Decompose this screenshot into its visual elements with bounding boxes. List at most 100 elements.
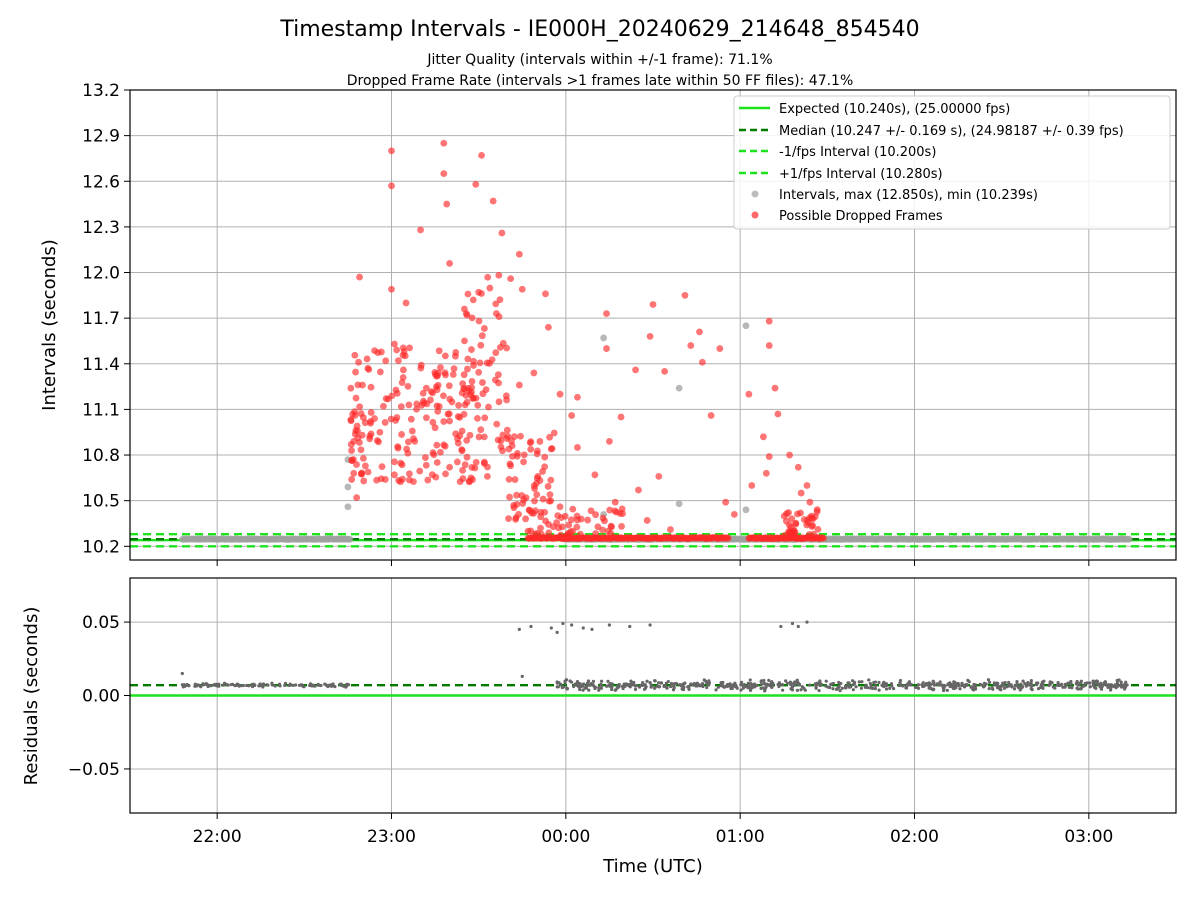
dropped-frame-point <box>367 383 375 391</box>
residual-point <box>795 678 799 682</box>
dropped-frame-point <box>475 288 483 296</box>
residual-point <box>247 684 251 688</box>
dropped-frame-point <box>433 459 441 466</box>
dropped-frame-point <box>724 534 732 542</box>
residual-point <box>759 686 763 691</box>
dropped-frame-point <box>808 514 816 522</box>
residual-point <box>637 685 642 689</box>
dropped-frame-point <box>358 470 366 478</box>
dropped-frame-point <box>399 351 407 359</box>
x-tick-label: 02:00 <box>890 827 939 847</box>
residual-point <box>938 680 942 684</box>
dropped-frame-point <box>467 388 475 396</box>
dropped-frame-point <box>536 438 544 445</box>
residual-point <box>683 681 687 685</box>
residual-point <box>973 685 977 689</box>
dropped-frame-point <box>469 476 476 484</box>
dropped-frame-point <box>429 449 437 457</box>
dropped-frame-point <box>434 407 442 415</box>
residual-point <box>199 685 203 689</box>
dropped-frame-point <box>496 296 504 304</box>
dropped-frame-point <box>574 393 581 401</box>
dropped-frame-point <box>545 323 552 331</box>
interval-point <box>675 500 683 508</box>
legend-box <box>733 95 1171 230</box>
interval-point <box>344 483 352 491</box>
dropped-frame-point <box>363 355 371 363</box>
intervals-y-tick-label: 11.1 <box>82 400 120 420</box>
dropped-frame-point <box>463 453 471 461</box>
interval-point <box>600 334 608 342</box>
residual-point <box>805 620 809 624</box>
residual-point <box>749 682 753 686</box>
dropped-frame-point <box>484 273 492 281</box>
dropped-frame-point <box>477 341 485 349</box>
residual-point <box>790 621 795 626</box>
residual-point <box>739 683 743 687</box>
dropped-frame-point <box>730 510 738 518</box>
dropped-frame-point <box>408 427 416 435</box>
residual-point <box>884 687 889 691</box>
dropped-frame-point <box>556 390 564 398</box>
residual-point <box>195 684 199 688</box>
dropped-frame-point <box>496 343 504 351</box>
residual-point <box>808 683 812 687</box>
residual-point <box>1099 687 1104 691</box>
residual-point <box>261 683 265 687</box>
dropped-frame-point <box>561 512 569 520</box>
dropped-frame-point <box>771 384 779 392</box>
dropped-frame-point <box>407 415 415 423</box>
chart-subtitle-jitter: Jitter Quality (intervals within +/-1 fr… <box>426 52 772 68</box>
dropped-frame-point <box>350 469 358 477</box>
dropped-frame-point <box>347 384 355 392</box>
dropped-frame-point <box>480 325 488 332</box>
dropped-frame-point <box>520 458 527 466</box>
residual-point <box>1021 679 1025 683</box>
dropped-frame-point <box>435 347 443 355</box>
residual-point <box>953 680 957 684</box>
dropped-frame-point <box>461 337 468 345</box>
dropped-frame-point <box>649 301 657 308</box>
residual-point <box>659 681 663 685</box>
residual-point <box>831 681 835 686</box>
residual-point <box>625 682 629 686</box>
dropped-frame-point <box>398 379 406 387</box>
residual-point <box>555 685 559 689</box>
residual-point <box>1077 682 1081 686</box>
residual-point <box>981 684 986 689</box>
residual-point <box>1029 681 1033 685</box>
residual-point <box>1002 686 1007 690</box>
dropped-frame-point <box>417 364 425 372</box>
residual-point <box>593 686 597 691</box>
residual-point <box>180 671 184 676</box>
dropped-frame-point <box>760 433 767 441</box>
residual-point <box>591 679 596 683</box>
dropped-frame-point <box>371 415 378 422</box>
residual-point <box>241 683 246 688</box>
residual-point <box>763 689 767 693</box>
dropped-frame-point <box>404 449 412 457</box>
dropped-frame-point <box>419 389 427 397</box>
residual-point <box>958 687 962 691</box>
dropped-frame-point <box>376 368 384 376</box>
residual-point <box>201 682 205 686</box>
dropped-frame-point <box>479 390 487 398</box>
residual-point <box>680 687 684 691</box>
residual-point <box>633 687 638 691</box>
dropped-frame-point <box>459 466 466 474</box>
residuals-y-tick-label: 0.05 <box>82 613 120 633</box>
dropped-frame-point <box>493 420 501 428</box>
residual-point <box>837 684 841 688</box>
residual-point <box>250 683 254 687</box>
dropped-frame-point <box>533 491 541 498</box>
dropped-frame-point <box>502 392 510 400</box>
dropped-frame-point <box>454 439 462 447</box>
residual-point <box>674 681 679 686</box>
residual-point <box>881 681 886 685</box>
dropped-frame-point <box>611 498 619 506</box>
residual-point <box>724 684 729 688</box>
residual-point <box>578 688 582 692</box>
dropped-frame-point <box>518 285 526 293</box>
residual-point <box>987 687 991 691</box>
residual-point <box>779 624 783 629</box>
